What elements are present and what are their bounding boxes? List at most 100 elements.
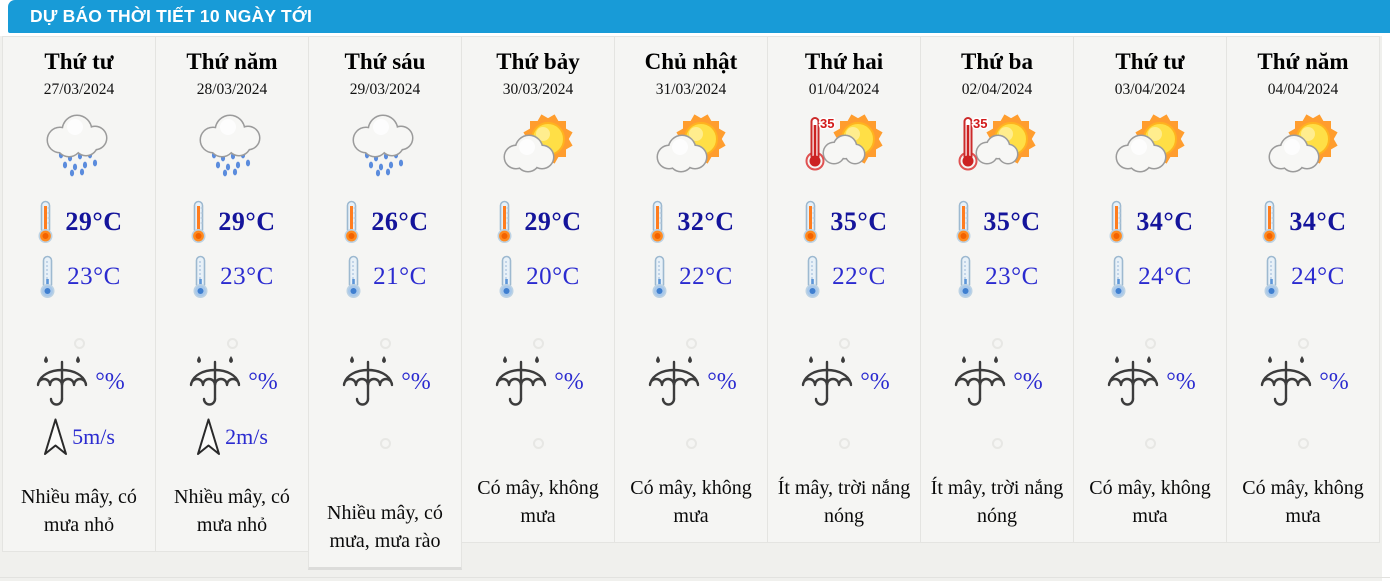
day-name: Thứ hai xyxy=(804,49,884,74)
precipitation-row: °% xyxy=(951,353,1043,411)
placeholder-dot-icon xyxy=(379,437,391,449)
umbrella-rain-icon xyxy=(1108,356,1159,406)
wind-speed-value: 5m/s xyxy=(72,424,115,449)
umbrella-rain-icon xyxy=(496,356,547,406)
thermometer-high-icon xyxy=(38,200,53,243)
day-card[interactable]: Thứ tư 03/04/2024 xyxy=(1073,36,1227,543)
weather-icon-box xyxy=(498,112,578,178)
thermometer-low-icon xyxy=(499,255,514,298)
day-card[interactable]: Thứ năm 28/03/2024 xyxy=(155,36,309,552)
high-temp-row: 29°C xyxy=(188,200,275,243)
day-card[interactable]: Thứ tư 27/03/2024 xyxy=(2,36,156,552)
weather-icon-box xyxy=(345,112,425,178)
thermometer-low-icon xyxy=(958,255,973,298)
day-date: 31/03/2024 xyxy=(655,81,727,98)
day-date: 02/04/2024 xyxy=(961,81,1033,98)
wind-row xyxy=(838,417,850,457)
precipitation-value: °% xyxy=(554,368,584,395)
day-name: Thứ năm xyxy=(186,49,278,74)
low-temp-row: 21°C xyxy=(343,255,427,298)
day-card[interactable]: Thứ bảy 30/03/2024 xyxy=(461,36,615,543)
high-temp-value: 32°C xyxy=(677,206,735,236)
thermometer-high-icon xyxy=(650,200,665,243)
placeholder-dot-icon xyxy=(1144,338,1156,349)
high-temp-row: 35°C xyxy=(953,200,1040,243)
high-temp-value: 29°C xyxy=(218,206,276,236)
high-temp-value: 29°C xyxy=(65,206,123,236)
day-name: Thứ bảy xyxy=(496,49,580,74)
low-temp-value: 22°C xyxy=(832,262,886,290)
precipitation-row: °% xyxy=(798,353,890,411)
umbrella-rain-icon xyxy=(343,356,394,406)
day-name: Thứ sáu xyxy=(344,49,426,74)
thermometer-low-icon xyxy=(805,255,820,298)
weather-icon-box: 35 xyxy=(800,112,888,178)
high-temp-value: 26°C xyxy=(371,206,429,236)
umbrella-rain-icon xyxy=(190,356,241,406)
precipitation-value: °% xyxy=(707,368,737,395)
umbrella-rain-icon xyxy=(1261,356,1312,406)
high-temp-value: 34°C xyxy=(1289,206,1347,236)
placeholder-dot-icon xyxy=(685,338,697,349)
hot-badge-label: 35 xyxy=(973,116,987,131)
wind-row xyxy=(1144,417,1156,457)
forecast-header-bar: DỰ BÁO THỜI TIẾT 10 NGÀY TỚI xyxy=(8,0,1390,33)
low-temp-value: 24°C xyxy=(1291,262,1345,290)
day-card[interactable]: Thứ ba 02/04/2024 xyxy=(920,36,1074,543)
placeholder-dot-icon xyxy=(532,437,544,449)
precipitation-row: °% xyxy=(645,353,737,411)
low-temp-value: 24°C xyxy=(1138,262,1192,290)
placeholder-dot-icon xyxy=(226,338,238,349)
placeholder-dot-icon xyxy=(1297,437,1309,449)
day-card[interactable]: Chủ nhật 31/03/2024 xyxy=(614,36,768,543)
day-name: Thứ năm xyxy=(1257,49,1349,74)
thermometer-low-icon xyxy=(1264,255,1279,298)
low-temp-row: 23°C xyxy=(37,255,121,298)
wind-direction-arrow-icon xyxy=(44,418,68,455)
day-card[interactable]: Thứ hai 01/04/2024 xyxy=(767,36,921,543)
low-temp-row: 24°C xyxy=(1261,255,1345,298)
precipitation-value: °% xyxy=(860,368,890,395)
day-description: Có mây, không mưa xyxy=(1242,477,1364,527)
day-description: Có mây, không mưa xyxy=(630,477,752,527)
placeholder-dot-icon xyxy=(1297,338,1309,349)
day-name: Thứ ba xyxy=(961,49,1033,74)
placeholder-dot-icon xyxy=(1144,437,1156,449)
placeholder-dot-icon xyxy=(73,338,85,349)
high-temp-row: 32°C xyxy=(647,200,734,243)
day-description: Nhiều mây, có mưa, mưa rào xyxy=(327,502,443,552)
thermometer-low-icon xyxy=(346,255,361,298)
day-name: Chủ nhật xyxy=(644,49,738,74)
day-date: 27/03/2024 xyxy=(43,81,115,98)
high-temp-row: 34°C xyxy=(1259,200,1346,243)
umbrella-rain-icon xyxy=(37,356,88,406)
placeholder-dot-icon xyxy=(379,338,391,349)
umbrella-rain-icon xyxy=(649,356,700,406)
thermometer-high-icon xyxy=(1262,200,1277,243)
day-description: Ít mây, trời nắng nóng xyxy=(930,477,1064,527)
thermometer-high-icon xyxy=(1109,200,1124,243)
rain-cloud-icon xyxy=(46,114,108,177)
high-temp-row: 35°C xyxy=(800,200,887,243)
low-temp-value: 23°C xyxy=(220,262,274,290)
low-temp-row: 23°C xyxy=(955,255,1039,298)
thermometer-low-icon xyxy=(193,255,208,298)
thermometer-low-icon xyxy=(652,255,667,298)
wind-direction-arrow-icon xyxy=(197,418,221,455)
placeholder-dot-icon xyxy=(685,437,697,449)
day-date: 01/04/2024 xyxy=(808,81,880,98)
wind-row xyxy=(1297,417,1309,457)
wind-row xyxy=(379,417,391,457)
wind-speed-value: 2m/s xyxy=(225,424,268,449)
day-card[interactable]: Thứ sáu 29/03/2024 xyxy=(308,36,462,570)
wind-row: 2m/s xyxy=(196,417,268,457)
hot-sun-thermometer-icon: 35 xyxy=(958,114,1036,171)
day-description: Nhiều mây, có mưa nhỏ xyxy=(174,486,290,536)
wind-row xyxy=(991,417,1003,457)
day-card[interactable]: Thứ năm 04/04/2024 xyxy=(1226,36,1380,543)
rain-cloud-icon xyxy=(352,114,414,177)
precipitation-value: °% xyxy=(401,368,431,395)
low-temp-value: 22°C xyxy=(679,262,733,290)
low-temp-value: 23°C xyxy=(67,262,121,290)
